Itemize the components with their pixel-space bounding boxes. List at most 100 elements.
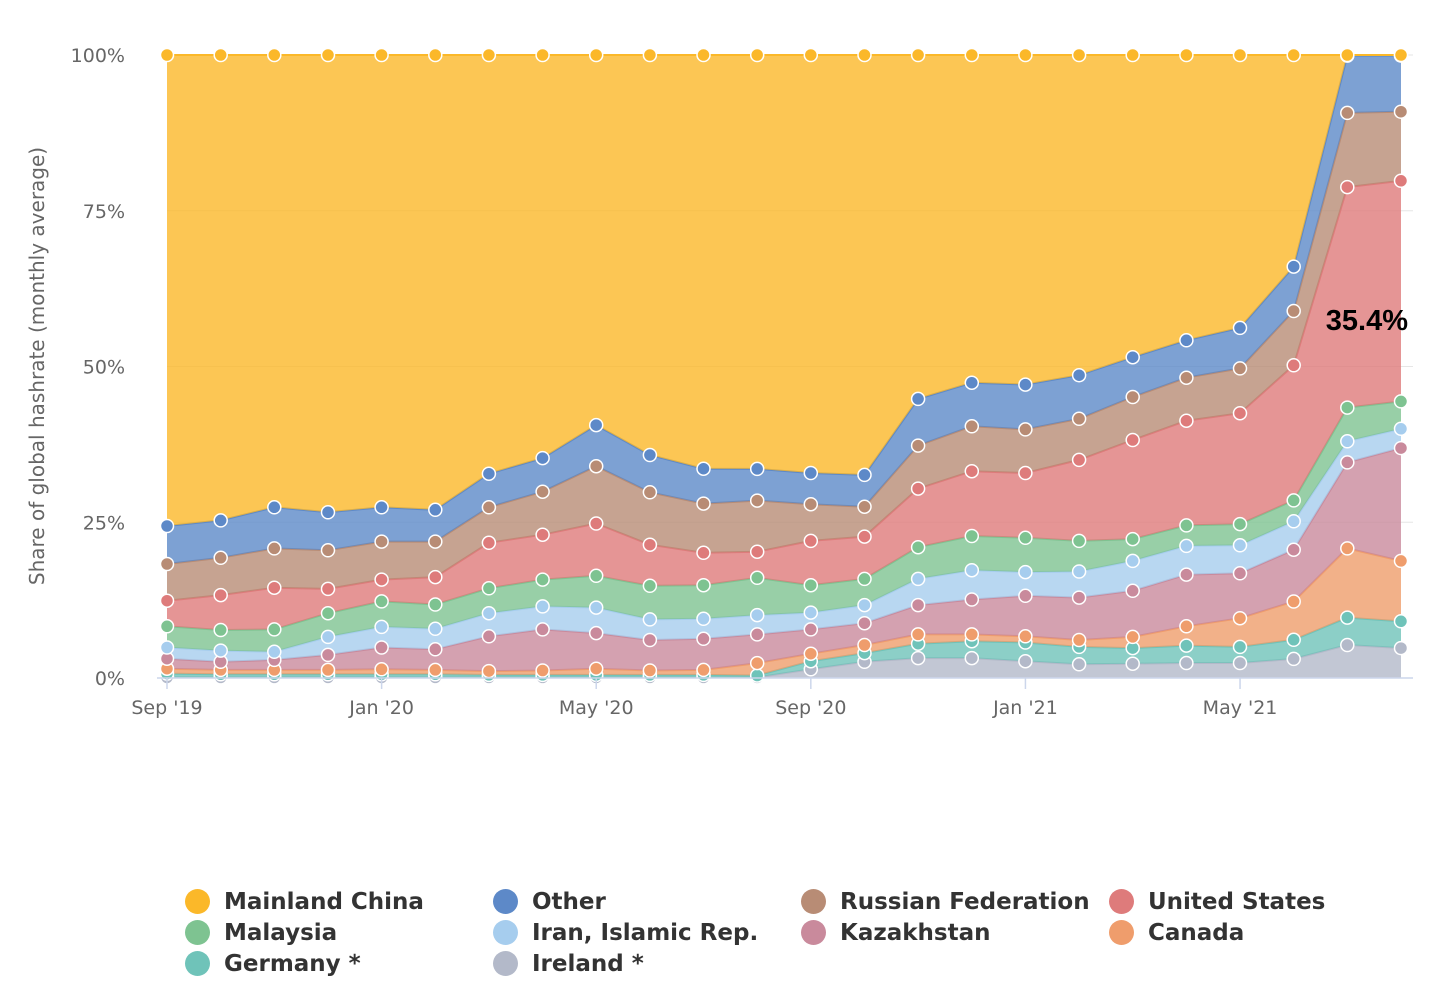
legend-swatch-icon bbox=[1109, 920, 1134, 945]
point-other bbox=[159, 518, 175, 534]
point-other bbox=[1071, 367, 1087, 383]
point-other bbox=[267, 500, 282, 515]
point-malaysia bbox=[1071, 533, 1087, 549]
point-ireland bbox=[1340, 637, 1355, 653]
point-iran-islamic-rep bbox=[696, 611, 711, 627]
point-united-states bbox=[374, 572, 389, 587]
y-tick-label: 0% bbox=[95, 668, 125, 690]
point-canada bbox=[857, 637, 872, 653]
point-germany bbox=[1286, 632, 1301, 648]
point-ireland bbox=[1125, 656, 1140, 671]
point-kazakhstan bbox=[1125, 583, 1140, 599]
point-russian-federation bbox=[857, 499, 872, 514]
point-mainland-china bbox=[910, 47, 926, 63]
legend-item[interactable]: Malaysia bbox=[185, 918, 493, 947]
point-malaysia bbox=[481, 581, 497, 596]
point-united-states bbox=[267, 580, 282, 595]
point-iran-islamic-rep bbox=[159, 640, 175, 655]
point-canada bbox=[588, 661, 604, 676]
point-canada bbox=[803, 646, 819, 661]
point-russian-federation bbox=[428, 534, 443, 549]
area-united-states bbox=[167, 180, 1401, 631]
y-tick-label: 25% bbox=[83, 512, 125, 534]
point-malaysia bbox=[642, 578, 658, 594]
point-iran-islamic-rep bbox=[1071, 564, 1087, 579]
point-iran-islamic-rep bbox=[1286, 514, 1301, 529]
point-russian-federation bbox=[374, 534, 389, 549]
area-canada bbox=[167, 548, 1401, 676]
legend-item[interactable]: Mainland China bbox=[185, 887, 493, 916]
point-ireland bbox=[1232, 655, 1248, 671]
point-malaysia bbox=[910, 539, 926, 555]
point-iran-islamic-rep bbox=[481, 605, 497, 621]
point-mainland-china bbox=[159, 47, 175, 63]
point-other bbox=[910, 391, 926, 407]
point-russian-federation bbox=[213, 550, 228, 566]
point-russian-federation bbox=[1018, 422, 1033, 437]
legend-item[interactable]: Other bbox=[493, 887, 801, 916]
point-kazakhstan bbox=[374, 640, 389, 655]
point-mainland-china bbox=[696, 47, 711, 63]
point-canada bbox=[910, 627, 926, 642]
point-germany bbox=[1393, 614, 1409, 629]
point-iran-islamic-rep bbox=[588, 600, 604, 615]
point-mainland-china bbox=[267, 47, 282, 63]
point-kazakhstan bbox=[1393, 440, 1409, 456]
point-russian-federation bbox=[696, 496, 711, 511]
legend-label: Mainland China bbox=[224, 888, 424, 915]
point-canada bbox=[749, 655, 765, 671]
y-tick-label: 75% bbox=[83, 201, 125, 223]
point-canada bbox=[696, 662, 711, 678]
legend-item[interactable]: Iran, Islamic Rep. bbox=[493, 918, 801, 947]
point-malaysia bbox=[803, 577, 819, 593]
point-iran-islamic-rep bbox=[320, 629, 336, 645]
legend-item[interactable]: Canada bbox=[1109, 918, 1359, 947]
point-mainland-china bbox=[535, 47, 550, 63]
point-russian-federation bbox=[642, 485, 658, 500]
point-mainland-china bbox=[857, 47, 872, 63]
point-other bbox=[374, 500, 389, 515]
legend-item[interactable]: Russian Federation bbox=[801, 887, 1109, 916]
point-ireland bbox=[910, 650, 926, 666]
legend-item[interactable]: Germany * bbox=[185, 949, 493, 978]
point-iran-islamic-rep bbox=[374, 619, 389, 635]
point-russian-federation bbox=[1125, 389, 1140, 405]
point-iran-islamic-rep bbox=[642, 612, 658, 627]
legend-item[interactable]: Kazakhstan bbox=[801, 918, 1109, 947]
point-united-states bbox=[1071, 452, 1087, 468]
legend-item[interactable]: United States bbox=[1109, 887, 1359, 916]
x-tick-label: May '21 bbox=[1203, 697, 1278, 719]
point-iran-islamic-rep bbox=[964, 562, 980, 578]
y-tick-label: 50% bbox=[83, 357, 125, 379]
area-mainland-china bbox=[167, 55, 1401, 526]
point-kazakhstan bbox=[481, 629, 497, 644]
point-kazakhstan bbox=[1179, 567, 1194, 582]
point-canada bbox=[374, 662, 389, 677]
point-other bbox=[696, 461, 711, 476]
point-russian-federation bbox=[481, 500, 497, 515]
point-other bbox=[1125, 349, 1140, 365]
point-malaysia bbox=[159, 619, 175, 634]
point-russian-federation bbox=[1393, 104, 1409, 119]
point-united-states bbox=[910, 481, 926, 496]
point-kazakhstan bbox=[1071, 590, 1087, 605]
legend-swatch-icon bbox=[493, 951, 518, 976]
point-kazakhstan bbox=[857, 615, 872, 631]
point-malaysia bbox=[374, 594, 389, 609]
point-russian-federation bbox=[1179, 370, 1194, 385]
legend-swatch-icon bbox=[801, 889, 826, 914]
x-tick-label: Jan '20 bbox=[348, 697, 414, 719]
point-other bbox=[1179, 333, 1194, 348]
chart-axes: 0% 25% 50% 75% 100% Sep '19 Jan '20 May '20 Sep … bbox=[71, 45, 1413, 719]
point-kazakhstan bbox=[803, 622, 819, 637]
point-mainland-china bbox=[749, 47, 765, 63]
point-germany bbox=[749, 668, 765, 683]
point-mainland-china bbox=[1125, 47, 1140, 63]
point-malaysia bbox=[213, 622, 228, 638]
point-other bbox=[749, 461, 765, 477]
point-mainland-china bbox=[320, 47, 336, 63]
x-tick-label: May '20 bbox=[559, 697, 634, 719]
legend-swatch-icon bbox=[185, 920, 210, 945]
legend-item[interactable]: Ireland * bbox=[493, 949, 801, 978]
